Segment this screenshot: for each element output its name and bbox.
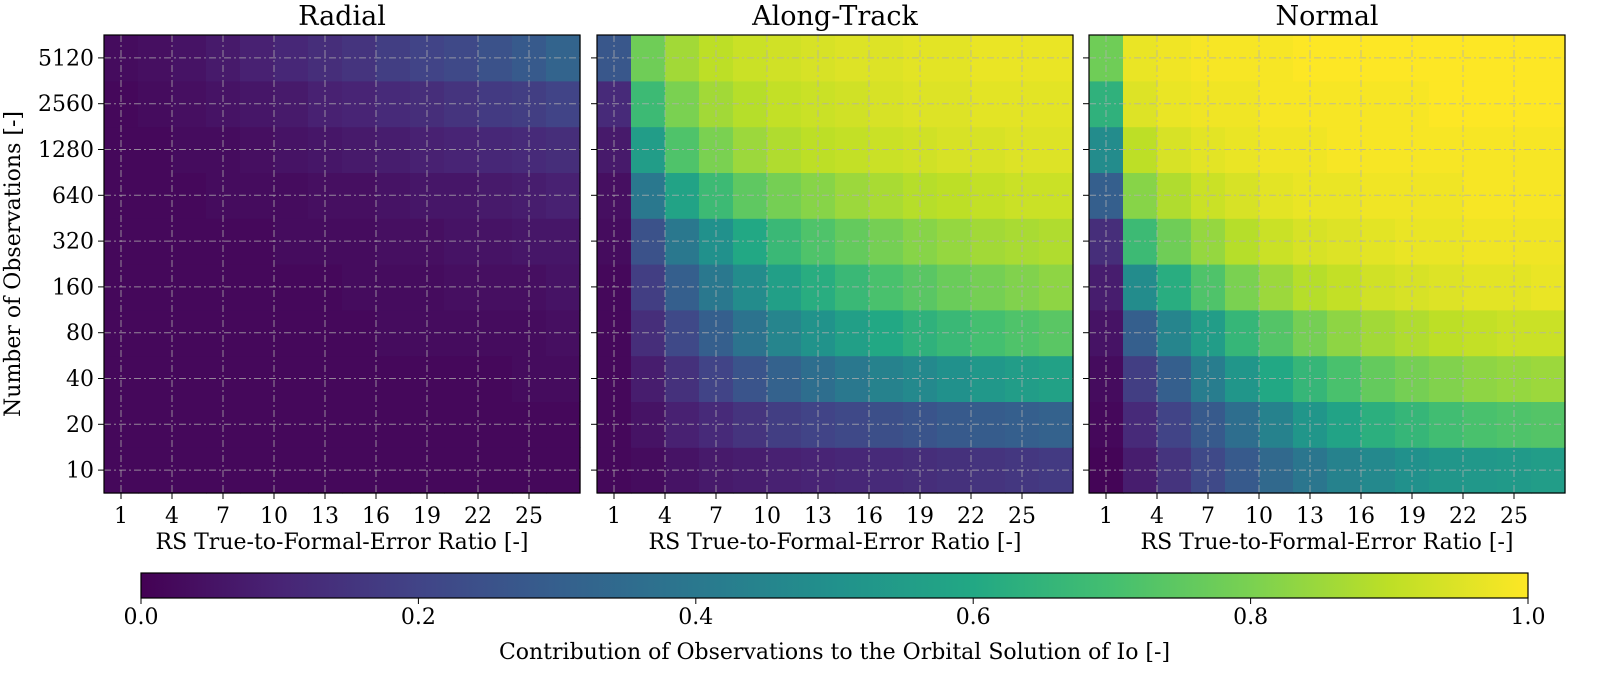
x-tick-label: 7 [216,504,230,529]
colorbar-label: Contribution of Observations to the Orbi… [499,640,1170,665]
colorbar: 0.0 0.2 0.4 0.6 0.8 1.0 Contribution of Observ… [124,572,1546,665]
colorbar-tick-label: 0.0 [124,605,159,630]
panel-title: Normal [1275,1,1378,32]
colorbar-tick-label: 0.4 [678,605,713,630]
panel-radial: Radial 1 4 7 10 13 16 19 22 25 10 20 40 80 160 320 640 12… [1,1,581,555]
colorbar-tick-label: 1.0 [1511,605,1546,630]
x-tick-label: 7 [709,504,723,529]
x-tick-label: 19 [906,504,934,529]
x-tick-label: 19 [413,504,441,529]
plot-frame [596,34,1074,494]
x-tick-label: 16 [855,504,883,529]
y-axis-label: Number of Observations [-] [1,111,26,417]
y-tick-label: 1280 [38,138,94,163]
x-tick-label: 4 [1150,504,1164,529]
x-tick-label: 22 [464,504,492,529]
x-tick-label: 13 [311,504,339,529]
x-tick-label: 1 [1099,504,1113,529]
x-tick-label: 10 [1245,504,1273,529]
panel-title: Radial [298,1,386,32]
colorbar-tick-label: 0.6 [956,605,991,630]
x-tick-label: 10 [753,504,781,529]
x-tick-label: 4 [658,504,672,529]
plot-frame [103,34,581,494]
y-tick-label: 2560 [38,92,94,117]
plot-frame [1088,34,1566,494]
y-tick-label: 10 [66,459,94,484]
x-axis-label: RS True-to-Formal-Error Ratio [-] [156,530,529,555]
x-tick-label: 16 [1347,504,1375,529]
x-tick-label: 1 [114,504,128,529]
x-tick-label: 16 [362,504,390,529]
colorbar-tick-label: 0.8 [1233,605,1268,630]
y-tick-label: 5120 [38,46,94,71]
y-tick-label: 640 [52,184,94,209]
x-tick-label: 25 [1008,504,1036,529]
y-tick-label: 80 [66,321,94,346]
x-tick-label: 4 [165,504,179,529]
x-axis-label: RS True-to-Formal-Error Ratio [-] [649,530,1022,555]
x-axis-label: RS True-to-Formal-Error Ratio [-] [1141,530,1514,555]
x-tick-label: 22 [1449,504,1477,529]
x-tick-label: 25 [1500,504,1528,529]
x-tick-label: 22 [957,504,985,529]
x-tick-label: 10 [260,504,288,529]
panel-title: Along-Track [751,1,918,32]
x-tick-label: 7 [1201,504,1215,529]
colorbar-tick-label: 0.2 [401,605,436,630]
x-tick-label: 25 [515,504,543,529]
x-tick-label: 1 [607,504,621,529]
y-tick-label: 160 [52,275,94,300]
x-tick-label: 13 [1296,504,1324,529]
x-tick-label: 19 [1398,504,1426,529]
x-tick-label: 13 [804,504,832,529]
y-tick-label: 320 [52,230,94,255]
y-tick-label: 20 [66,413,94,438]
colorbar-bar [140,572,1529,599]
y-tick-label: 40 [66,367,94,392]
